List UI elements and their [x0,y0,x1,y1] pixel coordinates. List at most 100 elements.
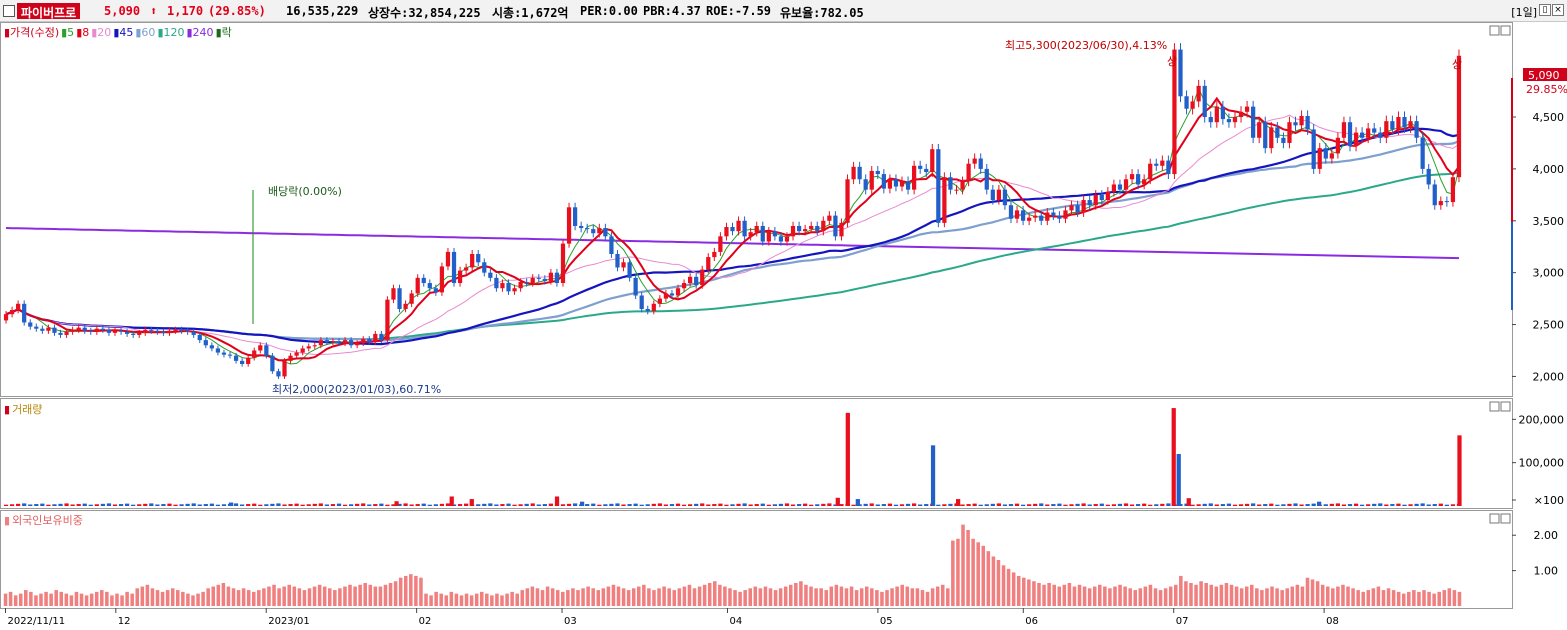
candle-body [1111,184,1117,192]
candle-body [712,251,717,258]
foreign-ratio-bar [1341,584,1345,606]
foreign-ratio-bar [226,586,231,606]
volume-bar [839,504,844,506]
foreign-ratio-bar [834,584,839,606]
x-axis-label: 2023/01 [268,616,310,627]
candle-body [1129,174,1135,180]
foreign-ratio-bar [383,584,388,606]
volume-bar [112,504,118,506]
foreign-ratio-bar [34,595,38,606]
candle-body [445,251,451,267]
foreign-ratio-bar [1300,586,1305,606]
candle-body [476,253,481,263]
volume-bar [821,503,826,506]
foreign-ratio-bar [712,581,717,606]
volume-bar [300,504,305,506]
candle-body [28,322,33,327]
foreign-ratio-bar [809,586,813,606]
volume-bar [978,504,983,506]
candle-body [1202,85,1207,118]
foreign-ratio-bar [191,595,195,606]
foreign-ratio-bar [1249,584,1254,606]
period-selector[interactable]: [1일] [1511,6,1537,19]
foreign-ratio-bar [687,584,692,606]
volume-bar [1202,503,1207,506]
candle-body [833,215,838,237]
candle-body [627,262,632,278]
candle-body [1051,212,1056,216]
candle-body [736,220,741,232]
volume-bar [318,503,323,506]
volume-bar [155,504,160,506]
volume-bar [1329,503,1334,506]
volume-bar [1002,504,1008,506]
price-tag: 5,090 [1528,69,1560,82]
foreign-ratio-bar [824,590,828,606]
candle-body [348,340,354,346]
candle-body [1238,111,1244,118]
candle-body [94,328,99,332]
volume-bar [542,504,547,506]
foreign-ratio-bar [652,590,656,606]
candle-body [197,334,202,341]
candle-body [361,339,366,344]
candle-body [572,207,578,226]
candle-body [22,303,27,323]
candle-body [1069,205,1074,211]
candle-body [857,166,862,180]
candle-body [881,174,886,189]
candle-body [1014,210,1020,219]
candle-body [9,310,15,315]
stock-name[interactable]: 파이버프로 [17,3,81,20]
volume-bar [1208,503,1213,506]
candle-body [615,253,620,268]
candle-body [784,236,790,242]
select-checkbox[interactable] [3,5,15,17]
candle-body [1232,117,1238,123]
candle-body [530,277,535,284]
volume-bar [942,504,947,506]
candle-body [246,357,251,364]
split-icon[interactable]: ▯ [1539,4,1551,16]
legend-item: ▮45 [113,26,134,39]
candle-body [651,303,656,312]
foreign-ratio-bar [530,586,535,606]
foreign-ratio-bar [1260,590,1264,606]
volume-spike-bar [229,502,234,506]
foreign-ratio-bar [1396,591,1401,606]
candle-body [1408,121,1413,128]
stock-chart[interactable]: 2,000 2,500 3,000 3,500 4,000 4,500 최고5,300(20… [0,22,1567,630]
candle-body [215,348,221,353]
volume-bar [215,504,221,506]
candle-body [1081,200,1086,213]
candle-body [1341,122,1347,138]
volume-bar [403,503,408,506]
foreign-ratio-bar [1052,584,1056,606]
volume-bar [482,503,487,506]
foreign-ratio-bar [1315,581,1320,606]
foreign-ratio-bar [307,588,312,606]
close-icon[interactable]: × [1552,4,1564,16]
candle-body [1396,117,1401,130]
volume-bar [1353,503,1359,506]
volume-bar [760,503,765,506]
volume-bar [1069,504,1074,506]
candle-body [1033,215,1038,218]
foreign-ratio-bar [368,584,373,606]
foreign-ratio-bar [1401,593,1406,606]
candle-body [149,329,154,331]
candle-body [621,262,626,268]
foreign-ratio-bar [1123,586,1127,606]
foreign-ratio-bar [657,588,661,606]
candle-body [112,330,118,333]
candle-body [1251,106,1256,138]
volume-bar [790,504,796,506]
foreign-ratio-bar [1062,584,1067,606]
volume-bar [724,504,729,506]
foreign-ratio-bar [74,591,79,606]
foreign-ratio-bar [783,586,788,606]
candle-body [657,298,662,304]
x-axis-label: 04 [729,616,742,627]
foreign-ratio-bar [373,586,378,606]
volume-bar [1287,503,1292,506]
